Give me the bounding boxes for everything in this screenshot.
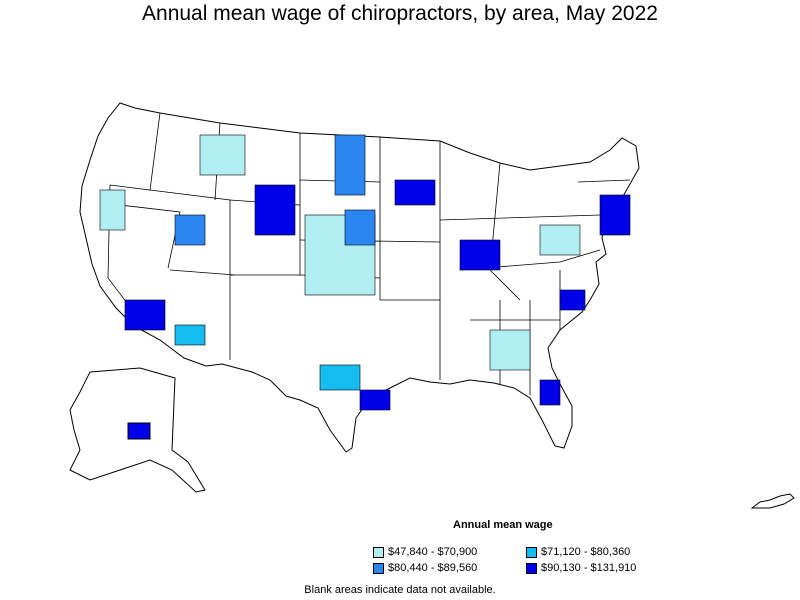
legend-swatch bbox=[526, 562, 537, 574]
hawaii bbox=[750, 493, 795, 509]
legend-swatch bbox=[526, 546, 537, 558]
footnote: Blank areas indicate data not available. bbox=[304, 584, 496, 596]
legend-item: $80,440 - $89,560 bbox=[373, 562, 477, 574]
legend-label: $80,440 - $89,560 bbox=[388, 562, 478, 574]
county-regions bbox=[99, 134, 631, 440]
legend-label: $71,120 - $80,360 bbox=[541, 546, 631, 558]
legend-item: $90,130 - $131,910 bbox=[526, 562, 636, 574]
legend-title: Annual mean wage bbox=[453, 519, 553, 531]
legend-label: $90,130 - $131,910 bbox=[541, 562, 637, 574]
legend-item: $71,120 - $80,360 bbox=[526, 546, 630, 558]
map-title: Annual mean wage of chiropractors, by ar… bbox=[142, 2, 658, 25]
legend-item: $47,840 - $70,900 bbox=[373, 546, 477, 558]
legend-label: $47,840 - $70,900 bbox=[388, 546, 478, 558]
legend-swatch bbox=[373, 546, 384, 558]
alaska bbox=[69, 367, 206, 493]
legend-swatch bbox=[373, 562, 384, 574]
